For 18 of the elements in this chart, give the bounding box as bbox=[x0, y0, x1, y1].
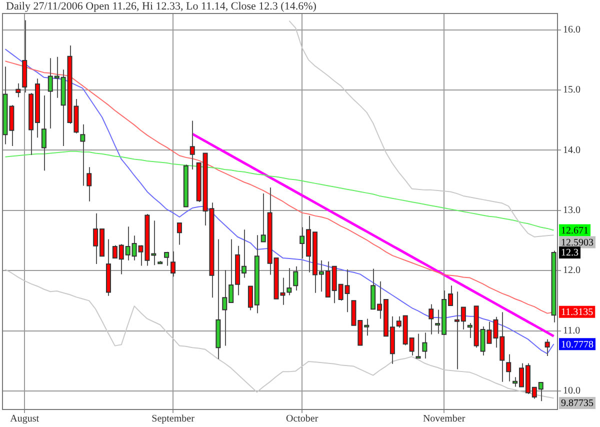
x-tick-label: September bbox=[152, 414, 196, 425]
y-tick-label: 13.0 bbox=[563, 205, 580, 216]
x-tick-label: November bbox=[422, 414, 466, 425]
y-tick-label: 11.0 bbox=[563, 325, 580, 336]
y-tick-label: 14.0 bbox=[563, 144, 580, 156]
annotation: 12.3 bbox=[561, 248, 578, 259]
y-tick-label: 16.0 bbox=[563, 24, 580, 36]
annotation: 11.3135 bbox=[561, 307, 594, 318]
y-tick-label: 15.0 bbox=[563, 84, 580, 96]
text: 12.5903 bbox=[561, 237, 594, 248]
x-tick-label: October bbox=[286, 414, 319, 425]
y-tick-label: 12.0 bbox=[563, 265, 580, 276]
x-tick-label: August bbox=[10, 414, 40, 425]
annotation: 12.671 bbox=[561, 225, 588, 236]
annotation: 10.7778 bbox=[561, 339, 594, 350]
y-tick-label: 10.0 bbox=[563, 386, 580, 397]
chart-title: Daily 27/11/2006 Open 11.26, Hi 12.33, Lo 11.14, Close 12.3 (14.6%) bbox=[6, 0, 317, 12]
text: 9.87735 bbox=[561, 398, 594, 410]
